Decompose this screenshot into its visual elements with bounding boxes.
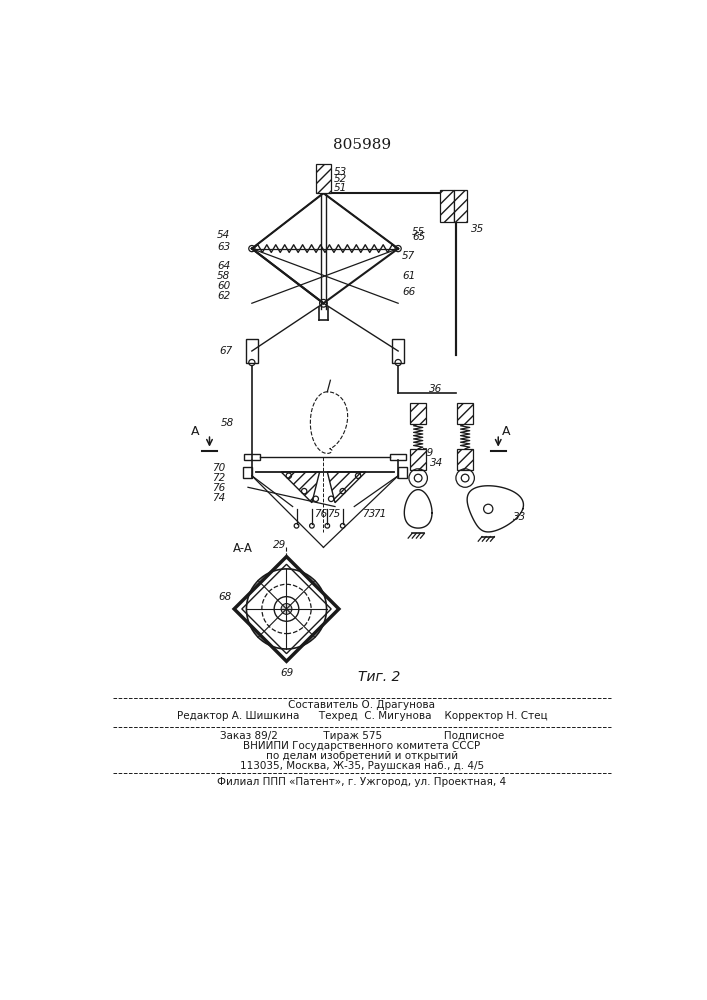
Text: 52: 52 bbox=[334, 174, 347, 184]
Text: A: A bbox=[502, 425, 510, 438]
Text: 55: 55 bbox=[412, 227, 425, 237]
Text: 64: 64 bbox=[217, 261, 230, 271]
Text: 36: 36 bbox=[429, 384, 442, 394]
Text: 33: 33 bbox=[513, 512, 526, 522]
Text: 805989: 805989 bbox=[333, 138, 391, 152]
Text: 72: 72 bbox=[212, 473, 225, 483]
Text: 75: 75 bbox=[327, 509, 341, 519]
Bar bbox=[316, 164, 331, 193]
Text: 58: 58 bbox=[217, 271, 230, 281]
Text: A-A: A-A bbox=[233, 542, 252, 555]
Text: 34: 34 bbox=[430, 458, 443, 468]
Bar bbox=[457, 449, 473, 470]
Text: 35: 35 bbox=[472, 224, 484, 234]
Text: 53: 53 bbox=[334, 167, 347, 177]
Text: 69: 69 bbox=[281, 668, 293, 678]
Text: 73: 73 bbox=[362, 509, 375, 519]
Text: 61: 61 bbox=[402, 271, 415, 281]
Text: 70: 70 bbox=[212, 463, 225, 473]
Bar bbox=[243, 467, 252, 478]
Text: 68: 68 bbox=[218, 592, 232, 602]
Text: 76: 76 bbox=[314, 509, 327, 519]
Bar bbox=[246, 339, 258, 363]
Text: 74: 74 bbox=[212, 493, 225, 503]
Text: ВНИИПИ Государственного комитета СССР: ВНИИПИ Государственного комитета СССР bbox=[243, 741, 481, 751]
Bar bbox=[411, 449, 426, 470]
Text: 63: 63 bbox=[217, 242, 230, 252]
Text: 59: 59 bbox=[421, 448, 435, 458]
Bar bbox=[411, 403, 426, 424]
Circle shape bbox=[281, 604, 292, 614]
Text: 57: 57 bbox=[402, 251, 415, 261]
Bar bbox=[454, 190, 467, 222]
Text: Редактор А. Шишкина      Техред  С. Мигунова    Корректор Н. Стец: Редактор А. Шишкина Техред С. Мигунова К… bbox=[177, 711, 547, 721]
Text: 60: 60 bbox=[217, 281, 230, 291]
Bar bbox=[392, 339, 404, 363]
Bar bbox=[390, 454, 406, 460]
Text: 66: 66 bbox=[402, 287, 415, 297]
Bar bbox=[457, 449, 473, 470]
Text: 51: 51 bbox=[334, 183, 347, 193]
Bar bbox=[244, 454, 259, 460]
Text: Τиг. 2: Τиг. 2 bbox=[358, 670, 400, 684]
Text: A: A bbox=[191, 425, 199, 438]
Text: 71: 71 bbox=[373, 509, 387, 519]
Bar bbox=[440, 190, 454, 222]
Bar bbox=[457, 403, 473, 424]
Text: 76: 76 bbox=[212, 483, 225, 493]
Text: Заказ 89/2              Тираж 575                   Подписное: Заказ 89/2 Тираж 575 Подписное bbox=[220, 731, 504, 741]
Text: Составитель О. Драгунова: Составитель О. Драгунова bbox=[288, 700, 436, 710]
Text: 113035, Москва, Ж-35, Раушская наб., д. 4/5: 113035, Москва, Ж-35, Раушская наб., д. … bbox=[240, 761, 484, 771]
Bar bbox=[454, 190, 467, 222]
Text: Филиал ППП «Патент», г. Ужгород, ул. Проектная, 4: Филиал ППП «Патент», г. Ужгород, ул. Про… bbox=[217, 777, 506, 787]
Bar bbox=[411, 449, 426, 470]
Bar bbox=[411, 403, 426, 424]
Text: по делам изобретений и открытий: по делам изобретений и открытий bbox=[266, 751, 458, 761]
Bar bbox=[457, 403, 473, 424]
Bar bbox=[440, 190, 454, 222]
Text: 54: 54 bbox=[217, 231, 230, 240]
Text: 65: 65 bbox=[412, 232, 425, 242]
Bar bbox=[316, 164, 331, 193]
Text: 29: 29 bbox=[274, 540, 286, 550]
Text: 62: 62 bbox=[217, 291, 230, 301]
Text: 58: 58 bbox=[221, 418, 234, 428]
Bar bbox=[398, 467, 407, 478]
Text: 67: 67 bbox=[219, 346, 233, 356]
